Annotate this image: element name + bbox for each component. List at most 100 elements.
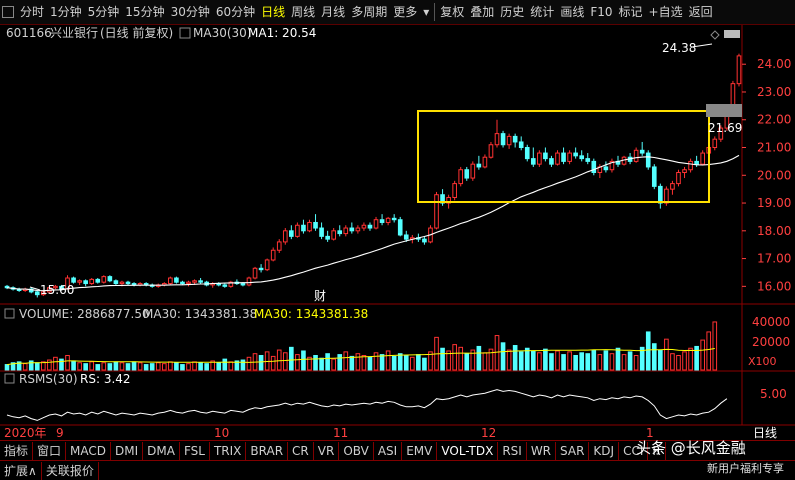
volume-bar	[488, 348, 494, 371]
indicator-tab-sar[interactable]: SAR	[556, 442, 590, 460]
tool-history[interactable]: 历史	[500, 5, 525, 19]
candle-body	[301, 224, 306, 232]
volume-title: VOLUME: 2886877.50	[19, 307, 150, 321]
volume-bar	[379, 354, 385, 371]
period-daily[interactable]: 日线	[261, 5, 286, 19]
indicator-tab-cci[interactable]: CCI	[619, 442, 649, 460]
period-1min[interactable]: 1分钟	[50, 5, 82, 19]
grid-icon[interactable]	[2, 6, 14, 18]
indicator-tab-trix[interactable]: TRIX	[210, 442, 247, 460]
volume-bar	[168, 361, 173, 371]
volume-bar	[131, 361, 137, 371]
candle-body	[246, 277, 252, 286]
price-axis-label-1: 23.00	[757, 85, 791, 99]
date-axis-month-9: 9	[56, 426, 64, 440]
volume-bar	[155, 362, 161, 371]
indicator-tab-wr[interactable]: WR	[527, 442, 557, 460]
volume-bar	[4, 364, 10, 371]
candle-body	[192, 280, 197, 283]
candle-body	[651, 166, 657, 187]
period-30min[interactable]: 30分钟	[170, 5, 210, 19]
indicator-tab-macd[interactable]: MACD	[66, 442, 112, 460]
tool-mark[interactable]: 标记	[618, 5, 643, 19]
candle-body	[670, 183, 675, 190]
candle-body	[736, 55, 742, 85]
more-chevron-down-icon[interactable]: ▾	[423, 5, 430, 19]
candle-body	[276, 241, 282, 251]
indicator-tab-fsl[interactable]: FSL	[180, 442, 210, 460]
candle-body	[289, 230, 294, 237]
period-monthly[interactable]: 月线	[321, 5, 346, 19]
candle-body	[252, 267, 258, 279]
candle-body	[512, 135, 518, 143]
candle-body	[609, 160, 615, 171]
indicator-tab-obv[interactable]: OBV	[339, 442, 374, 460]
price-axis-label-6: 18.00	[757, 224, 791, 238]
indicator-tab-kdj[interactable]: KDJ	[589, 442, 620, 460]
settings-icon[interactable]	[179, 27, 191, 39]
tool-stats[interactable]: 统计	[530, 5, 555, 19]
indicator-tab-dma[interactable]: DMA	[143, 442, 180, 460]
candle-body	[422, 238, 427, 243]
candle-body	[119, 281, 125, 285]
period-more[interactable]: 更多	[393, 5, 418, 19]
candle-body	[567, 152, 572, 162]
watermark-sub: 新用户福利专享	[707, 462, 784, 475]
volume-bar	[524, 347, 530, 371]
period-multi[interactable]: 多周期	[351, 5, 388, 19]
period-15min[interactable]: 15分钟	[125, 5, 165, 19]
candle-body	[107, 276, 113, 282]
price-axis-label-0: 24.00	[757, 57, 791, 71]
candle-body	[349, 227, 355, 232]
volume-bar	[349, 355, 355, 371]
candle-body	[373, 219, 379, 229]
tool-draw[interactable]: 画线	[560, 5, 585, 19]
volume-bar	[210, 360, 216, 371]
triangle-up-icon: ∧	[28, 463, 37, 478]
scroll-thumb[interactable]	[724, 30, 740, 38]
indicator-tab-asi[interactable]: ASI	[374, 442, 403, 460]
volume-settings-icon[interactable]	[4, 308, 15, 319]
indicator-tab-vol-tdx[interactable]: VOL-TDX	[437, 442, 499, 460]
volume-bar	[113, 361, 119, 371]
indicator-tab-vr[interactable]: VR	[314, 442, 340, 460]
indicator-tab-指标[interactable]: 指标	[0, 442, 34, 460]
indicator-tab-dmi[interactable]: DMI	[111, 442, 144, 460]
indicator-tab-emv[interactable]: EMV	[402, 442, 438, 460]
candle-body	[579, 155, 585, 160]
indicator-tab-r[interactable]: R	[648, 442, 666, 460]
candle-body	[549, 158, 554, 165]
expand-button[interactable]: 扩展∧	[0, 461, 42, 480]
tool-f10[interactable]: F10	[590, 5, 613, 19]
rsms-settings-icon[interactable]	[4, 373, 15, 384]
indicator-tab-rsi[interactable]: RSI	[498, 442, 527, 460]
candle-body	[446, 196, 451, 204]
period-5min[interactable]: 5分钟	[87, 5, 120, 19]
tool-back[interactable]: 返回	[688, 5, 713, 19]
volume-bar	[452, 344, 457, 371]
indicator-tab-brar[interactable]: BRAR	[246, 442, 289, 460]
volume-bar	[307, 356, 312, 371]
period-60min[interactable]: 60分钟	[215, 5, 256, 19]
tool-adjust[interactable]: 复权	[440, 5, 465, 19]
related-quote-button[interactable]: 关联报价	[42, 461, 99, 480]
candle-body	[403, 234, 409, 240]
period-timeshare[interactable]: 分时	[20, 5, 45, 19]
indicator-tab-窗口[interactable]: 窗口	[33, 442, 67, 460]
candle-body	[95, 278, 101, 283]
volume-bar	[458, 346, 464, 371]
volume-bar	[470, 349, 476, 371]
tool-overlay[interactable]: 叠加	[470, 5, 495, 19]
period-weekly[interactable]: 周线	[291, 5, 316, 19]
finance-marker[interactable]: 财	[314, 289, 326, 303]
volume-bar	[446, 350, 451, 371]
price-axis-label-5: 19.00	[757, 196, 791, 210]
diamond-icon[interactable]	[710, 30, 720, 40]
volume-bar	[216, 362, 222, 371]
volume-bar	[494, 335, 500, 371]
tool-add-watchlist[interactable]: +自选	[648, 5, 683, 19]
indicator-tab-cr[interactable]: CR	[288, 442, 314, 460]
candle-body	[585, 158, 591, 162]
candle-body	[228, 281, 234, 287]
